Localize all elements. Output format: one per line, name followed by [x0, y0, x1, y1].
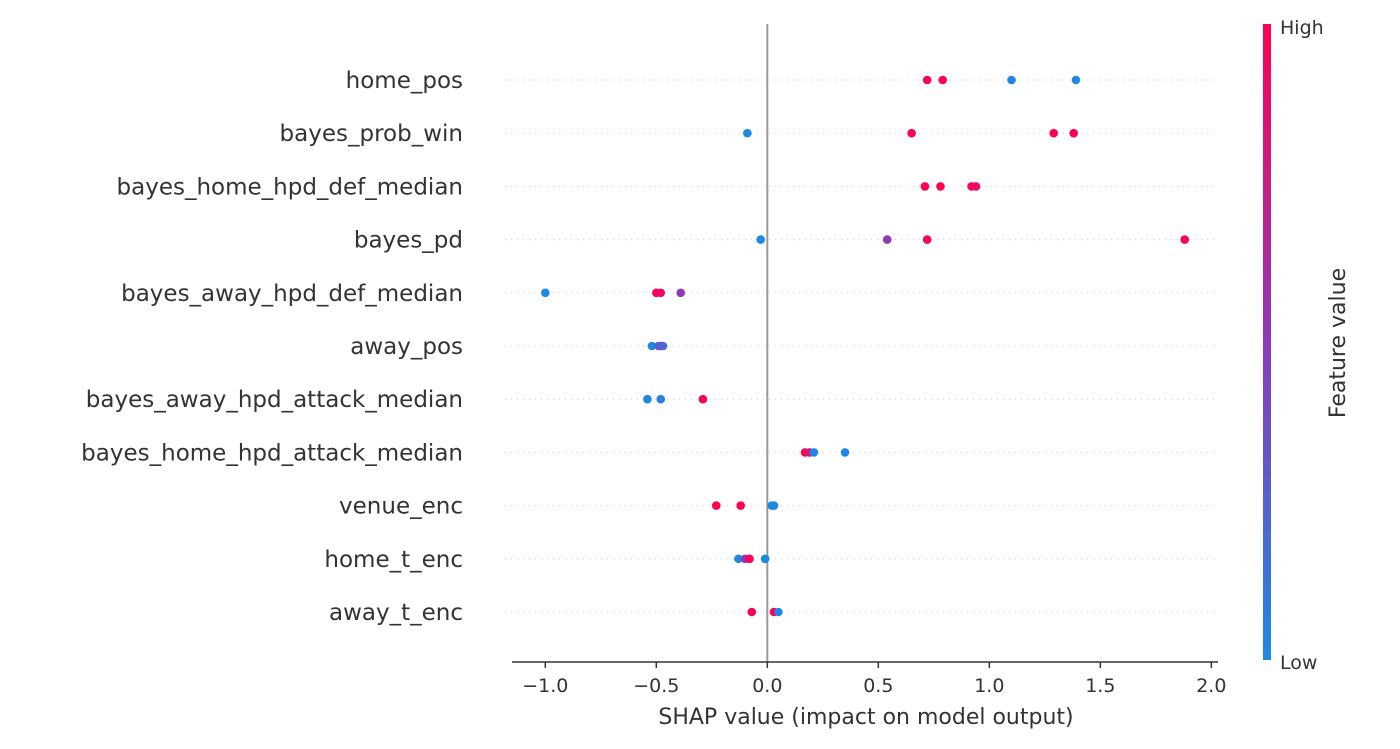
- colorbar-title: Feature value: [1326, 268, 1351, 418]
- shap-point: [756, 235, 765, 244]
- colorbar-gradient: [1263, 24, 1271, 660]
- points-layer: [541, 75, 1189, 617]
- feature-guide-lines: [505, 79, 1214, 613]
- shap-point: [745, 554, 754, 564]
- shap-point: [647, 341, 657, 351]
- colorbar-high-label: High: [1280, 17, 1324, 39]
- shap-point: [743, 128, 752, 138]
- feature-label: bayes_away_hpd_def_median: [121, 281, 463, 307]
- feature-label: venue_enc: [339, 494, 463, 520]
- shap-point: [907, 128, 916, 138]
- shap-point: [747, 607, 757, 617]
- shap-point: [698, 394, 708, 404]
- colorbar-low-label: Low: [1280, 652, 1317, 674]
- feature-label: bayes_prob_win: [280, 121, 463, 147]
- shap-point: [774, 607, 783, 617]
- colorbar: High Low Feature value: [1263, 17, 1351, 674]
- shap-point: [938, 75, 948, 85]
- shap-point: [658, 341, 668, 351]
- shap-point: [1007, 75, 1016, 85]
- shap-point: [920, 182, 930, 191]
- shap-point: [736, 501, 745, 510]
- feature-label: away_t_enc: [329, 600, 463, 626]
- feature-label: away_pos: [350, 334, 463, 360]
- x-tick-label: 2.0: [1196, 675, 1226, 697]
- x-tick-label: 1.0: [974, 675, 1004, 697]
- shap-point: [1049, 128, 1059, 138]
- shap-point: [1071, 75, 1081, 85]
- x-tick-label: 0.0: [752, 675, 782, 697]
- x-axis: −1.0 −0.5 0.0 0.5 1.0 1.5 2.0: [512, 661, 1226, 697]
- feature-labels: home_pos bayes_prob_win bayes_home_hpd_def…: [81, 68, 463, 626]
- shap-point: [936, 182, 945, 191]
- feature-label: bayes_away_hpd_attack_median: [86, 387, 463, 413]
- shap-point: [541, 288, 550, 298]
- shap-point: [882, 235, 892, 244]
- shap-point: [711, 501, 721, 510]
- feature-label: home_t_enc: [324, 547, 463, 573]
- x-tick-label: −0.5: [633, 675, 679, 697]
- x-tick-label: −1.0: [522, 675, 568, 697]
- x-tick-label: 0.5: [863, 675, 893, 697]
- shap-point: [643, 394, 652, 404]
- shap-point: [922, 235, 932, 244]
- feature-label: bayes_pd: [354, 228, 463, 254]
- shap-point: [1180, 235, 1189, 244]
- shap-point: [840, 448, 850, 457]
- shap-point: [656, 288, 666, 298]
- feature-label: bayes_home_hpd_attack_median: [81, 440, 463, 466]
- shap-point: [656, 394, 666, 404]
- shap-point: [734, 554, 743, 564]
- shap-point: [769, 501, 779, 510]
- x-tick-label: 1.5: [1085, 675, 1115, 697]
- feature-label: home_pos: [346, 68, 463, 94]
- feature-label: bayes_home_hpd_def_median: [117, 174, 463, 200]
- shap-point: [971, 182, 981, 191]
- shap-point: [676, 288, 686, 298]
- shap-point: [760, 554, 770, 564]
- x-axis-title: SHAP value (impact on model output): [658, 705, 1073, 730]
- shap-point: [922, 75, 932, 85]
- shap-point: [1069, 128, 1078, 138]
- shap-point: [809, 448, 819, 457]
